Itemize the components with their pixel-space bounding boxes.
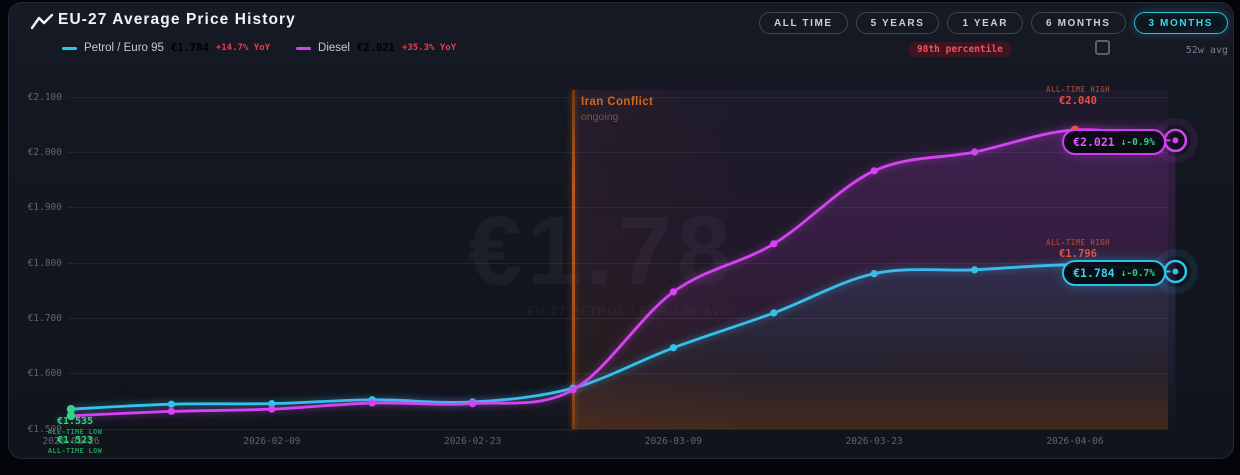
petrol-legend-value: €1.784 — [170, 42, 209, 54]
data-point-diesel — [469, 400, 477, 408]
legend: Petrol / Euro 95 €1.784 +14.7% YoY Diese… — [62, 42, 456, 54]
data-point-diesel — [569, 386, 577, 394]
gridline — [68, 96, 1168, 98]
event-label: Iran Conflict — [581, 96, 654, 108]
x-axis-label: 2026-03-23 — [845, 436, 903, 447]
data-point-diesel — [669, 288, 678, 296]
data-point-diesel — [870, 167, 878, 175]
y-axis-label: €1.700 — [27, 312, 62, 324]
y-axis-label: €2.000 — [27, 147, 62, 158]
diesel-all-time-high: ALL-TIME HIGH €2.040 — [1046, 85, 1110, 107]
data-point-diesel — [770, 240, 778, 248]
percentile-badge: 98th percentile — [908, 42, 1012, 57]
y-axis-label: €1.800 — [27, 257, 62, 269]
data-point-petrol — [66, 404, 76, 414]
line-chart-icon — [30, 13, 54, 30]
petrol-swatch — [62, 46, 77, 50]
x-axis-label: 2026-01-26 — [42, 436, 100, 447]
data-point-petrol — [268, 400, 276, 408]
data-point-petrol — [167, 400, 175, 408]
range-button-6-months[interactable]: 6 MONTHS — [1031, 12, 1126, 34]
data-point-diesel — [971, 148, 979, 156]
petrol-yoy: +14.7% YoY — [215, 43, 271, 53]
y-axis-label: €2.100 — [27, 91, 62, 103]
y-axis-label: €1.600 — [27, 368, 62, 380]
range-button-3-months[interactable]: 3 MONTHS — [1133, 12, 1228, 34]
event-sublabel: ongoing — [581, 111, 619, 123]
diesel-all-time-low: €1.523 ALL-TIME LOW — [47, 435, 103, 455]
y-axis-label: €1.900 — [27, 202, 62, 214]
x-axis-label: 2026-02-09 — [243, 436, 301, 447]
diesel-area-fill — [71, 129, 1176, 430]
52w-avg-checkbox[interactable] — [1095, 40, 1110, 55]
petrol-current-value-badge: €1.784 ↓-0.7% — [1062, 260, 1166, 286]
data-point-diesel — [268, 405, 276, 413]
gridline — [68, 207, 1168, 209]
x-axis-label: 2026-04-06 — [1046, 436, 1104, 447]
diesel-current-value-badge: €2.021 ↓-0.9% — [1062, 129, 1166, 155]
range-button-all-time[interactable]: ALL TIME — [758, 12, 848, 34]
y-axis-label: €1.500 — [27, 423, 62, 435]
legend-item-petrol[interactable]: Petrol / Euro 95 €1.784 +14.7% YoY — [62, 42, 270, 54]
range-button-1-year[interactable]: 1 YEAR — [947, 12, 1024, 34]
time-range-selector: ALL TIME 5 YEARS 1 YEAR 6 MONTHS 3 MONTHS — [758, 12, 1228, 34]
data-point-diesel — [167, 407, 175, 415]
x-axis-label: 2026-02-23 — [443, 436, 502, 447]
gridline — [68, 152, 1168, 153]
diesel-swatch — [296, 46, 312, 50]
x-axis-label: 2026-03-09 — [644, 436, 702, 447]
range-button-5-years[interactable]: 5 YEARS — [855, 12, 940, 34]
gridline — [68, 262, 1168, 264]
petrol-all-time-low: €1.535 ALL-TIME LOW — [47, 416, 103, 436]
data-point-diesel — [368, 399, 376, 407]
petrol-all-time-high: ALL-TIME HIGH €1.796 — [1046, 238, 1110, 260]
data-point-diesel — [66, 411, 76, 421]
gridline — [68, 317, 1168, 319]
diesel-line — [69, 128, 1177, 418]
diesel-legend-value: €2.021 — [357, 42, 395, 54]
page-title: EU-27 Average Price History — [58, 11, 296, 28]
diesel-yoy: +35.3% YoY — [401, 43, 457, 53]
event-vertical-line — [571, 90, 575, 429]
legend-item-diesel[interactable]: Diesel €2.021 +35.3% YoY — [296, 42, 456, 54]
52w-avg-label: 52w avg — [1185, 45, 1228, 56]
